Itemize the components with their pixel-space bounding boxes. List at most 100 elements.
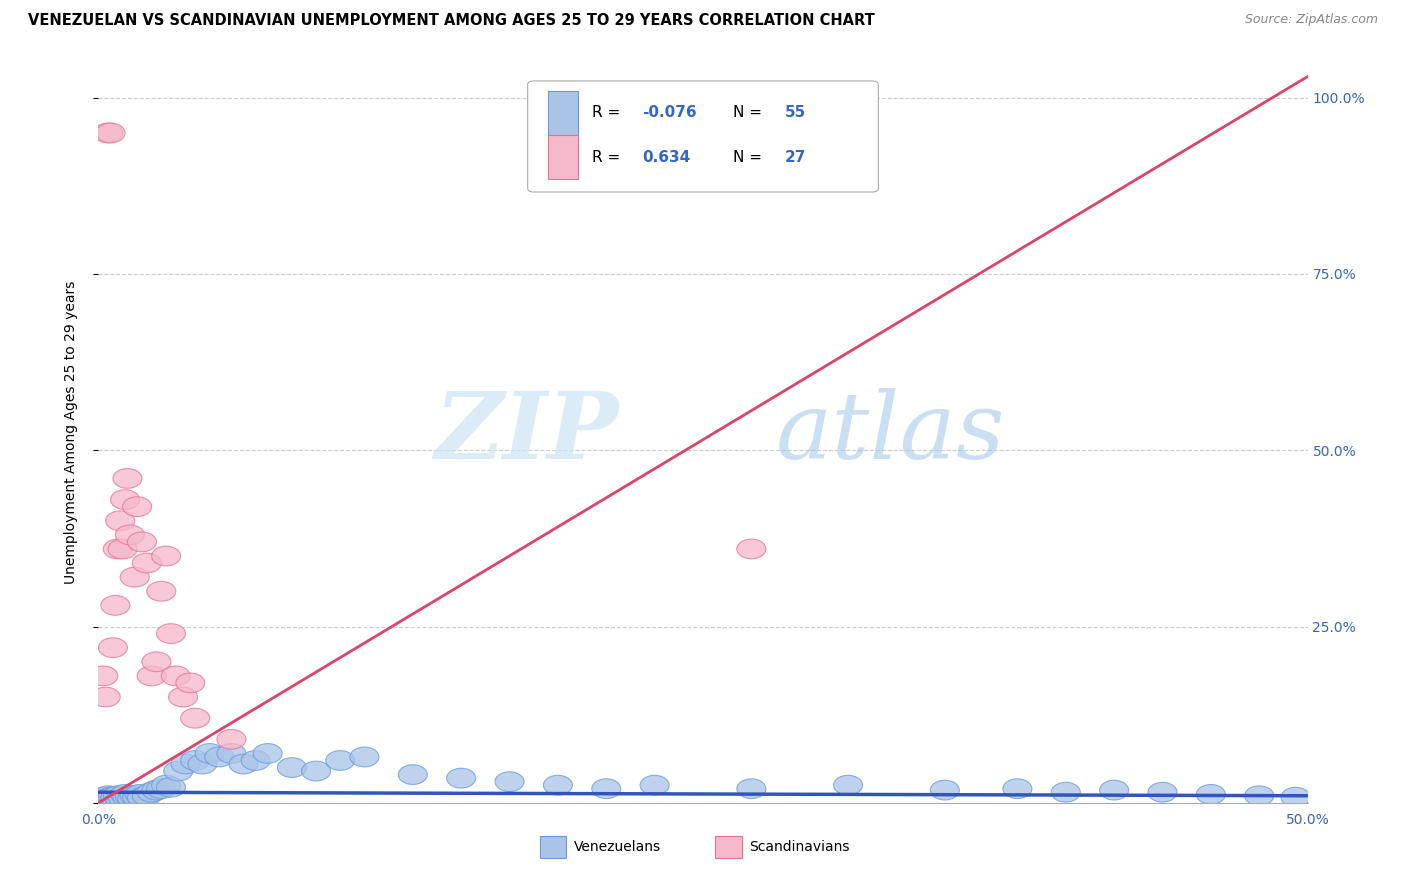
Ellipse shape <box>1244 786 1274 805</box>
Ellipse shape <box>447 768 475 788</box>
Text: N =: N = <box>734 105 768 120</box>
Ellipse shape <box>111 784 139 805</box>
Ellipse shape <box>195 744 224 764</box>
Ellipse shape <box>152 775 180 795</box>
Ellipse shape <box>138 666 166 686</box>
Ellipse shape <box>115 525 145 545</box>
Ellipse shape <box>1099 780 1129 800</box>
Ellipse shape <box>112 788 142 808</box>
Ellipse shape <box>112 468 142 488</box>
Ellipse shape <box>142 780 172 800</box>
Text: Scandinavians: Scandinavians <box>749 840 849 855</box>
Ellipse shape <box>138 782 166 802</box>
Ellipse shape <box>96 788 125 808</box>
FancyBboxPatch shape <box>548 135 578 179</box>
Ellipse shape <box>108 788 138 807</box>
Ellipse shape <box>156 624 186 643</box>
Ellipse shape <box>132 786 162 805</box>
Text: Source: ZipAtlas.com: Source: ZipAtlas.com <box>1244 13 1378 27</box>
Ellipse shape <box>101 596 129 615</box>
Ellipse shape <box>172 754 200 774</box>
Ellipse shape <box>146 582 176 601</box>
Ellipse shape <box>108 539 138 558</box>
Ellipse shape <box>146 779 176 798</box>
Ellipse shape <box>1002 779 1032 798</box>
Text: N =: N = <box>734 150 768 165</box>
Ellipse shape <box>94 786 122 805</box>
Ellipse shape <box>105 511 135 531</box>
FancyBboxPatch shape <box>548 91 578 135</box>
Ellipse shape <box>96 123 125 143</box>
Text: -0.076: -0.076 <box>643 105 697 120</box>
Ellipse shape <box>350 747 380 767</box>
Ellipse shape <box>253 744 283 764</box>
Text: R =: R = <box>592 105 624 120</box>
Ellipse shape <box>169 687 198 706</box>
Ellipse shape <box>101 788 129 807</box>
Ellipse shape <box>120 567 149 587</box>
Ellipse shape <box>91 789 120 808</box>
Ellipse shape <box>120 786 149 805</box>
Ellipse shape <box>176 673 205 693</box>
Ellipse shape <box>156 778 186 797</box>
Ellipse shape <box>101 789 129 808</box>
Ellipse shape <box>162 666 190 686</box>
Ellipse shape <box>89 666 118 686</box>
Ellipse shape <box>301 761 330 780</box>
Ellipse shape <box>128 532 156 552</box>
Text: 0.634: 0.634 <box>643 150 690 165</box>
Ellipse shape <box>326 751 354 771</box>
Ellipse shape <box>98 638 128 657</box>
Ellipse shape <box>834 775 863 795</box>
Ellipse shape <box>1052 782 1080 802</box>
Ellipse shape <box>217 730 246 749</box>
Text: R =: R = <box>592 150 630 165</box>
Ellipse shape <box>142 652 172 672</box>
Ellipse shape <box>122 497 152 516</box>
Ellipse shape <box>111 490 139 509</box>
Ellipse shape <box>1197 784 1226 805</box>
Ellipse shape <box>118 789 146 808</box>
Ellipse shape <box>132 553 162 573</box>
Ellipse shape <box>128 788 156 808</box>
Ellipse shape <box>180 751 209 771</box>
Ellipse shape <box>188 754 217 774</box>
Ellipse shape <box>240 751 270 771</box>
Text: 55: 55 <box>785 105 807 120</box>
Ellipse shape <box>398 764 427 784</box>
Ellipse shape <box>217 744 246 764</box>
Ellipse shape <box>103 539 132 558</box>
Ellipse shape <box>94 123 122 143</box>
Ellipse shape <box>277 757 307 778</box>
Text: Venezuelans: Venezuelans <box>574 840 661 855</box>
Y-axis label: Unemployment Among Ages 25 to 29 years: Unemployment Among Ages 25 to 29 years <box>63 281 77 584</box>
FancyBboxPatch shape <box>527 81 879 192</box>
Ellipse shape <box>737 779 766 798</box>
Ellipse shape <box>205 747 233 767</box>
FancyBboxPatch shape <box>716 836 742 858</box>
Ellipse shape <box>931 780 959 800</box>
Ellipse shape <box>592 779 621 798</box>
Ellipse shape <box>122 788 152 807</box>
Ellipse shape <box>163 761 193 780</box>
Ellipse shape <box>103 786 132 805</box>
Ellipse shape <box>98 787 128 806</box>
Ellipse shape <box>91 687 120 706</box>
Text: VENEZUELAN VS SCANDINAVIAN UNEMPLOYMENT AMONG AGES 25 TO 29 YEARS CORRELATION CH: VENEZUELAN VS SCANDINAVIAN UNEMPLOYMENT … <box>28 13 875 29</box>
Ellipse shape <box>125 784 155 805</box>
Ellipse shape <box>1147 782 1177 802</box>
Ellipse shape <box>495 772 524 791</box>
Ellipse shape <box>543 775 572 795</box>
Ellipse shape <box>89 788 118 807</box>
Ellipse shape <box>152 546 180 566</box>
FancyBboxPatch shape <box>540 836 567 858</box>
Ellipse shape <box>229 754 259 774</box>
Ellipse shape <box>180 708 209 728</box>
Text: 27: 27 <box>785 150 807 165</box>
Ellipse shape <box>640 775 669 795</box>
Ellipse shape <box>737 539 766 558</box>
Ellipse shape <box>86 789 115 809</box>
Ellipse shape <box>105 789 135 809</box>
Ellipse shape <box>1281 788 1310 807</box>
Ellipse shape <box>115 787 145 806</box>
